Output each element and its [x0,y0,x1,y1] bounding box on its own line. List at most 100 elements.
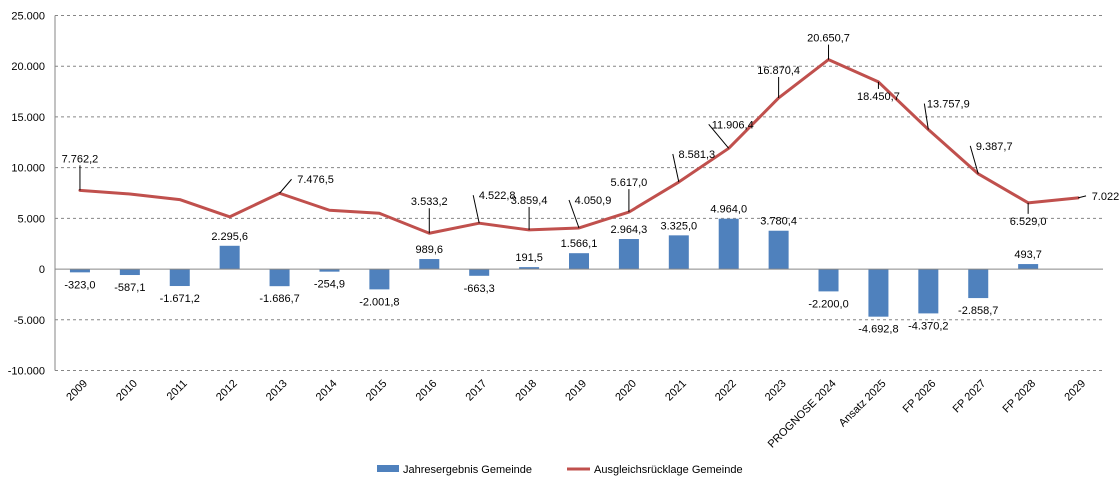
line-data-labels: 7.762,2 7.476,5 3.533,2 4.522,83.859,4 4.050… [62,33,1120,234]
x-tick-label: 2013 [264,378,290,404]
legend: Jahresergebnis Gemeinde Ausgleichsrückla… [377,464,743,476]
x-tick-label: FP 2027 [951,378,989,416]
y-tick-label: -5.000 [14,315,45,327]
bar-data-label: 3.780,4 [760,216,797,228]
y-tick-label: 10.000 [11,163,45,175]
bar-data-label: -2.001,8 [359,296,399,308]
bar [369,269,390,290]
x-tick-label: 2015 [364,378,390,404]
line-data-label: 7.022,7 [1092,191,1120,203]
x-tick-label: 2019 [563,378,589,404]
bar-series [69,218,1039,317]
bar-data-label: -323,0 [64,279,95,291]
x-tick-label: 2021 [663,378,689,404]
line-data-label: 18.450,7 [857,91,900,103]
bar-data-label: 493,7 [1014,249,1042,261]
legend-swatch-bar [377,465,399,472]
bar [69,269,90,273]
bar-data-label: -663,3 [464,283,495,295]
x-tick-label: 2023 [763,378,789,404]
bar-data-label: 3.325,0 [660,220,697,232]
y-tick-label: -10.000 [8,366,45,378]
bar [319,269,340,272]
bar [469,269,490,276]
legend-label-bar: Jahresergebnis Gemeinde [403,464,532,476]
line-data-label: 8.581,3 [678,149,715,161]
bar-data-label: -4.692,8 [858,324,898,336]
leader-line [279,178,292,194]
x-tick-label: 2029 [1062,378,1088,404]
bar-data-label: -1.686,7 [259,293,299,305]
bar [968,269,989,299]
line-data-label: 11.906,4 [712,119,754,131]
y-tick-label: 20.000 [11,61,45,73]
bar [169,269,190,287]
x-axis-ticks: 2009 2010 2011 2012 2013 2014 2015 2016 2017 2018… [64,378,1088,451]
line-data-label: 20.650,7 [807,33,850,45]
leader-line [923,103,929,130]
y-axis-ticks: -10.000 -5.000 0 5.000 10.000 15.000 20.000 25.… [8,11,45,378]
bar [569,253,589,270]
x-tick-label: 2017 [464,378,490,404]
x-tick-label: 2010 [114,378,140,404]
line-path [78,58,1080,235]
bar [519,267,540,270]
bar [818,269,839,292]
bar [618,239,639,270]
leader-line [969,145,979,174]
bar [119,269,140,276]
x-tick-label: Ansatz 2025 [837,378,889,430]
bar-data-label: 989,6 [416,244,444,256]
x-tick-label: 2016 [414,378,440,404]
y-tick-label: 0 [39,264,45,276]
x-tick-label: FP 2028 [1001,378,1039,416]
line-data-label: 7.476,5 [297,174,334,186]
bar-data-label: 191,5 [515,252,543,264]
x-tick-label: 2018 [513,378,539,404]
line-data-label: 16.870,4 [757,65,800,77]
bar-data-label: -2.200,0 [808,298,848,310]
bar [419,259,440,270]
x-tick-label: 2012 [214,378,240,404]
bar-data-label: 4.964,0 [710,204,747,216]
bar-data-label: 1.566,1 [561,238,598,250]
bar-data-label: -254,9 [314,279,345,291]
line-series [78,58,1080,235]
x-tick-label: 2011 [165,378,190,403]
bar [718,218,739,270]
line-data-label: 3.533,2 [411,196,448,208]
y-tick-label: 5.000 [17,213,45,225]
line-data-label: 5.617,0 [611,177,648,189]
line-data-label: 9.387,7 [976,141,1013,153]
bar-data-label: 2.964,3 [611,224,648,236]
leader-line [1077,195,1087,199]
x-tick-label: 2014 [314,378,340,404]
x-tick-label: 2009 [64,378,90,404]
bar-data-label: -1.671,2 [160,293,200,305]
leader-line [672,153,680,183]
bar-data-label: -587,1 [114,282,145,294]
y-tick-label: 25.000 [11,11,45,23]
bar-data-labels: -323,0 -587,1 -1.671,2 2.295,6 -1.686,7 -254,… [64,204,1042,336]
leader-line [708,123,730,149]
bar [668,235,689,270]
x-tick-label: 2020 [613,378,639,404]
line-data-label: 6.529,0 [1010,216,1047,228]
line-data-label: 4.050,9 [575,195,612,207]
gridlines [54,15,1103,371]
bar [269,269,290,287]
bar-data-label: -2.858,7 [958,305,998,317]
bar-data-label: -4.370,2 [908,320,948,332]
y-tick-label: 15.000 [11,112,45,124]
x-tick-label: FP 2026 [901,378,939,416]
legend-label-line: Ausgleichsrücklage Gemeinde [594,464,743,476]
bar [219,245,240,270]
line-data-label: 13.757,9 [927,99,970,111]
bar [768,230,789,270]
x-tick-label: 2022 [713,378,739,404]
leader-line [568,199,580,229]
bar-data-label: 2.295,6 [211,231,248,243]
line-data-label: 3.859,4 [511,195,548,207]
line-data-label: 7.762,2 [62,153,99,165]
